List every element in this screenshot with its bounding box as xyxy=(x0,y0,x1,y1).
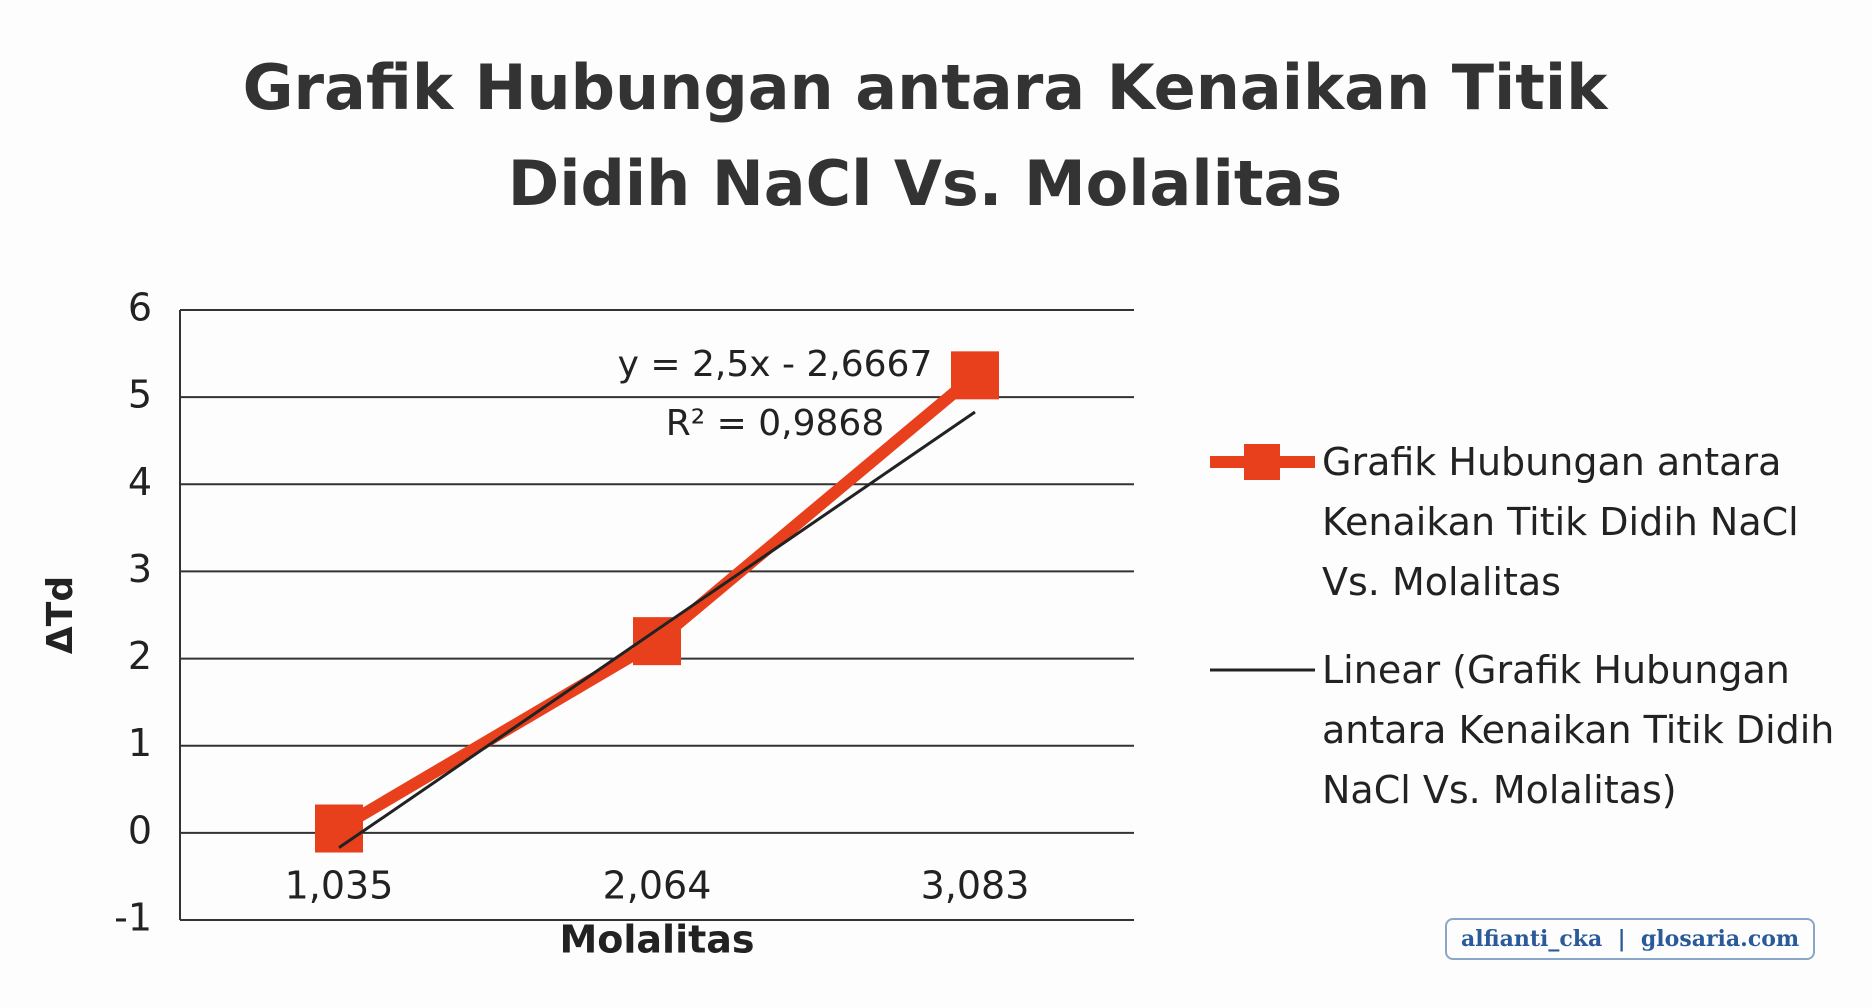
legend-marker xyxy=(1244,444,1280,480)
x-tick-label: 3,083 xyxy=(921,864,1030,908)
chart-title: Grafik Hubungan antara Kenaikan Titik Di… xyxy=(242,51,1608,220)
y-tick-label: 6 xyxy=(128,286,152,330)
y-tick-label: 1 xyxy=(128,721,152,765)
y-tick-label: 5 xyxy=(128,373,152,417)
watermark: alfianti_cka | glosaria.com xyxy=(1445,918,1816,960)
y-tick-label: -1 xyxy=(114,896,152,940)
annotation: R² = 0,9868 xyxy=(666,403,884,444)
legend-label: Linear (Grafik Hubungan antara Kenaikan … xyxy=(1322,648,1835,812)
y-axis-label: ΔTd xyxy=(40,576,81,654)
annotation: y = 2,5x - 2,6667 xyxy=(618,344,933,385)
marker xyxy=(951,351,999,400)
y-tick-label: 0 xyxy=(128,808,152,852)
y-tick-label: 2 xyxy=(128,634,152,678)
x-tick-label: 2,064 xyxy=(603,864,712,908)
y-tick-label: 4 xyxy=(128,460,152,504)
y-tick-label: 3 xyxy=(128,547,152,591)
marker xyxy=(315,804,363,853)
trendline xyxy=(338,410,976,849)
x-axis-label: Molalitas xyxy=(559,918,754,962)
legend-label: Grafik Hubungan antara Kenaikan Titik Di… xyxy=(1322,440,1799,604)
x-tick-label: 1,035 xyxy=(285,864,394,908)
